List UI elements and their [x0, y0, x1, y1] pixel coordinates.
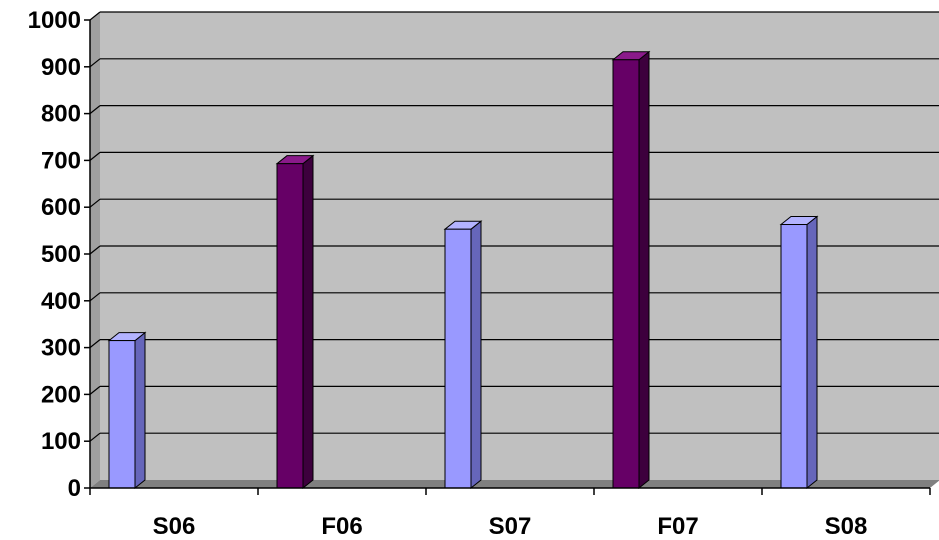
x-tick-label: F07 [657, 513, 698, 540]
bar-side [302, 154, 314, 490]
bar-front [612, 59, 640, 489]
bar [443, 220, 483, 490]
bar-front [108, 340, 136, 489]
bar [107, 331, 147, 490]
gridline-side [89, 198, 101, 208]
bar-side [638, 50, 650, 490]
gridline-side [89, 432, 101, 442]
y-tick-label: 1000 [28, 7, 81, 34]
x-tick-label: F06 [321, 513, 362, 540]
y-tick-label: 400 [41, 288, 81, 315]
bar-side [470, 220, 482, 490]
y-tick-label: 600 [41, 194, 81, 221]
y-tick-label: 800 [41, 101, 81, 128]
y-tick-label: 700 [41, 147, 81, 174]
axes: 0 100 200 300 400 500 600 700 800 900 1000 S06 F06 S0… [28, 7, 931, 540]
bar [275, 154, 315, 490]
gridline-side [89, 292, 101, 302]
bar-front [780, 224, 808, 489]
bar-side [806, 215, 818, 490]
x-tick-label: S07 [489, 513, 532, 540]
x-tick-label: S08 [825, 513, 868, 540]
gridline-side [89, 105, 101, 115]
gridline-side [89, 11, 101, 21]
y-tick-label: 300 [41, 335, 81, 362]
bar [611, 50, 651, 490]
y-tick-label: 200 [41, 381, 81, 408]
y-tick-label: 900 [41, 54, 81, 81]
gridline-side [89, 385, 101, 395]
gridline-side [89, 58, 101, 68]
gridline-side [89, 245, 101, 255]
gridline-side [89, 151, 101, 161]
y-tick-label: 100 [41, 428, 81, 455]
y-tick-label: 500 [41, 241, 81, 268]
bar-front [276, 163, 304, 489]
bar [779, 215, 819, 490]
bar-front [444, 228, 472, 489]
x-tick-label: S06 [153, 513, 196, 540]
y-tick-label: 0 [68, 475, 81, 502]
bar-side [134, 331, 146, 490]
gridline-side [89, 339, 101, 349]
